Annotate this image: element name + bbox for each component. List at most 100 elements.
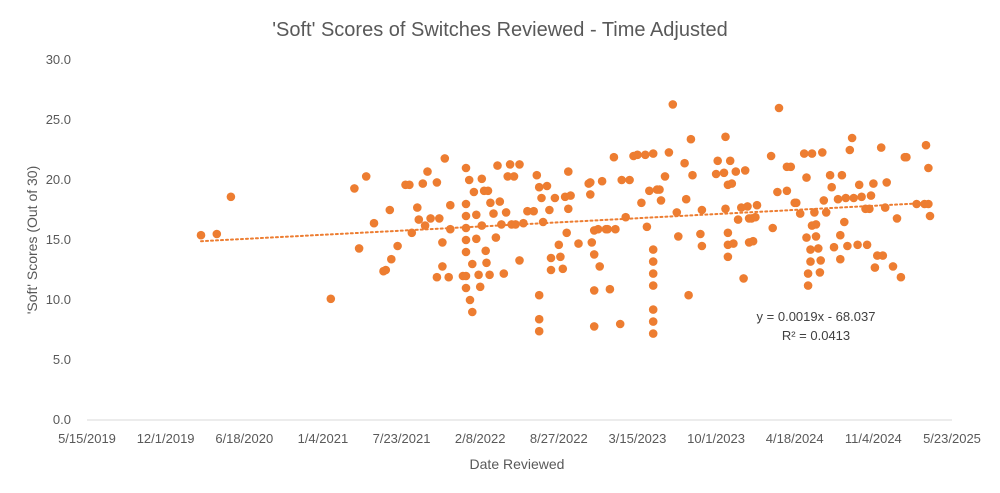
data-point [799,149,809,158]
data-point [468,259,477,269]
data-point [729,239,738,248]
data-point [446,200,455,210]
y-tick-labels: 0.0 5.0 10.0 15.0 20.0 25.0 30.0 [46,52,71,427]
data-point [648,281,658,290]
data-point [537,193,546,203]
data-point [483,186,493,196]
data-point [407,228,417,238]
data-point [743,202,752,211]
data-point [477,174,487,184]
data-point [586,178,595,187]
x-tick-label: 10/1/2023 [687,431,745,446]
data-points [196,100,935,338]
trendline [200,201,931,243]
data-point [837,170,847,180]
data-point [534,290,544,300]
data-point [499,269,509,278]
y-tick-label: 5.0 [53,352,71,367]
data-point [212,229,222,239]
data-point [648,269,658,278]
data-point [369,218,379,228]
data-point [869,179,878,188]
data-point [637,198,646,208]
data-point [641,150,650,160]
data-point [477,221,487,230]
data-point [811,220,821,229]
data-point [432,178,442,187]
data-point [821,208,831,217]
data-point [495,197,505,206]
x-tick-labels: 5/15/2019 12/1/2019 6/18/2020 1/4/2021 7/23/… [58,431,981,446]
data-point [465,295,475,305]
y-tick-label: 25.0 [46,112,71,127]
data-point [924,163,933,173]
data-point [849,193,858,203]
data-point [660,172,670,181]
data-point [586,190,595,199]
data-point [469,187,479,197]
data-point [836,254,845,264]
data-point [461,283,471,293]
data-point [845,145,855,155]
data-point [464,175,474,185]
data-point [648,317,658,326]
data-point [748,236,758,246]
data-point [925,211,935,221]
data-point [841,193,851,203]
data-point [493,161,502,170]
x-tick-label: 12/1/2019 [137,431,195,446]
data-point [681,194,691,204]
data-point [825,170,835,180]
data-point [446,224,455,234]
data-point [806,257,815,266]
y-tick-label: 10.0 [46,292,71,307]
data-point [605,284,615,294]
x-tick-label: 6/18/2020 [215,431,273,446]
data-point [597,176,607,186]
data-point [740,166,750,175]
x-tick-label: 2/8/2022 [455,431,506,446]
data-point [648,245,658,254]
data-point [806,245,815,254]
data-point [888,262,898,271]
data-point [752,200,762,210]
data-point [766,151,776,161]
data-point [815,268,825,277]
data-point [786,162,796,172]
data-point [827,182,836,192]
x-tick-label: 1/4/2021 [298,431,349,446]
data-point [361,172,371,181]
data-point [611,224,620,234]
data-point [461,223,471,233]
data-point [723,228,733,238]
data-point [816,256,825,265]
data-point [713,156,722,166]
data-point [438,238,447,247]
data-point [924,199,933,209]
data-point [542,181,552,191]
y-tick-label: 0.0 [53,412,71,427]
data-point [546,253,556,263]
data-point [795,209,805,218]
data-point [633,150,642,160]
data-point [656,196,666,205]
data-point [896,272,906,282]
chart-title: 'Soft' Scores of Switches Reviewed - Tim… [272,19,728,41]
data-point [574,239,583,248]
data-point [833,194,843,204]
data-point [509,172,519,181]
data-point [802,233,811,242]
data-point [617,175,626,185]
data-point [546,265,556,275]
data-point [674,232,683,241]
data-point [354,244,364,253]
data-point [435,214,444,223]
data-point [642,222,652,232]
trendline-equation: y = 0.0019x - 68.037 [757,309,876,324]
data-point [684,290,693,300]
data-point [534,182,544,192]
data-point [733,215,743,224]
data-point [418,179,428,188]
data-point [878,251,888,260]
data-point [696,229,705,239]
